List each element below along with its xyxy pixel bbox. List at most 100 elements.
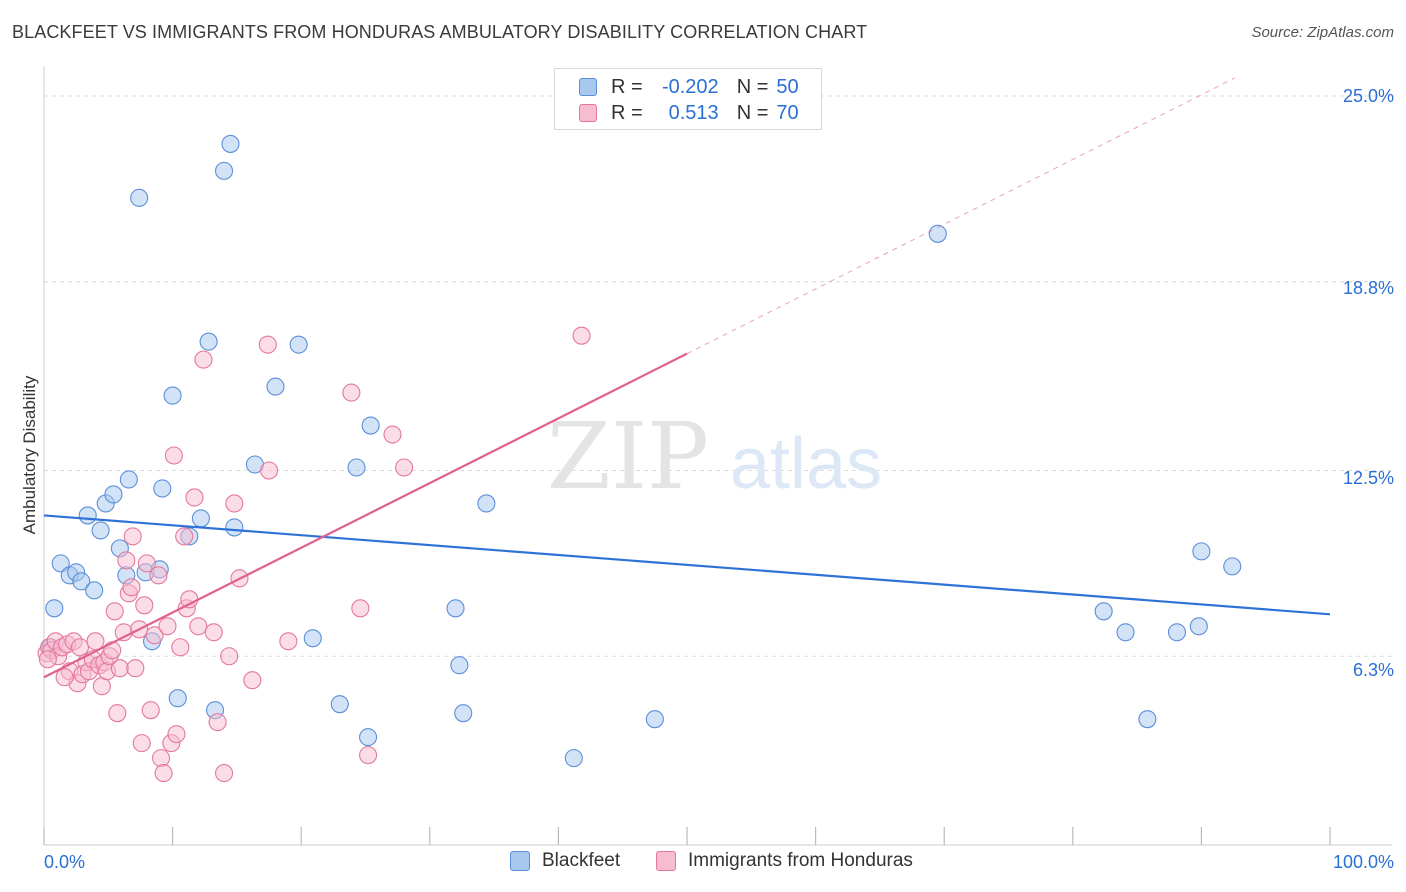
point-honduras-58 — [258, 335, 277, 354]
point-blackfeet-47 — [1192, 542, 1211, 561]
legend-row-honduras: R = 0.513 N = 70 — [579, 101, 799, 125]
point-honduras-64 — [383, 425, 402, 444]
point-blackfeet-31 — [303, 629, 322, 648]
point-honduras-33 — [135, 596, 154, 615]
point-honduras-34 — [137, 554, 156, 573]
point-blackfeet-38 — [454, 704, 473, 723]
point-blackfeet-8 — [91, 521, 110, 540]
point-blackfeet-33 — [347, 458, 366, 477]
point-honduras-28 — [122, 578, 141, 597]
point-honduras-40 — [158, 617, 177, 636]
point-blackfeet-23 — [199, 332, 218, 351]
legend-swatch-blackfeet — [579, 78, 597, 96]
point-honduras-22 — [105, 602, 124, 621]
point-blackfeet-22 — [191, 509, 210, 528]
legend-n-value-blackfeet: 50 — [776, 75, 799, 98]
point-blackfeet-25 — [214, 161, 234, 180]
point-honduras-65 — [395, 458, 414, 477]
watermark-atlas: atlas — [730, 424, 882, 504]
point-honduras-10 — [70, 638, 90, 657]
point-honduras-35 — [141, 701, 160, 720]
point-honduras-49 — [189, 617, 208, 636]
point-honduras-62 — [351, 599, 370, 618]
point-blackfeet-26 — [221, 134, 240, 153]
point-blackfeet-35 — [361, 416, 380, 435]
legend-swatch-honduras — [656, 851, 676, 871]
y-tick-25: 25.0% — [1342, 86, 1394, 106]
legend-row-blackfeet: R = -0.202 N = 50 — [579, 75, 799, 99]
point-blackfeet-30 — [289, 335, 308, 354]
trend-extension-honduras — [686, 77, 1235, 355]
legend-r-value-honduras: 0.513 — [668, 101, 719, 124]
legend-label-blackfeet: Blackfeet — [542, 850, 621, 871]
point-blackfeet-5 — [72, 572, 91, 591]
point-honduras-55 — [225, 494, 244, 513]
y-tick-6-3: 6.3% — [1352, 660, 1394, 680]
point-honduras-24 — [110, 659, 129, 678]
legend-item-honduras[interactable]: Immigrants from Honduras — [656, 850, 913, 872]
legend-swatch-honduras — [579, 104, 597, 122]
trend-lines — [43, 77, 1331, 679]
watermark-zip: ZIP — [547, 403, 709, 510]
point-blackfeet-42 — [928, 224, 947, 243]
point-blackfeet-44 — [1116, 623, 1135, 642]
point-blackfeet-2 — [51, 554, 70, 573]
x-tick-max: 100.0% — [1332, 852, 1394, 872]
point-blackfeet-19 — [163, 386, 182, 405]
trend-line-blackfeet — [43, 514, 1331, 616]
point-blackfeet-7 — [85, 581, 104, 600]
legend-r-label: R = — [611, 75, 643, 98]
point-blackfeet-32 — [330, 695, 349, 714]
point-blackfeet-41 — [645, 710, 664, 729]
correlation-legend: R = -0.202 N = 50 R = 0.513 N = 70 — [554, 68, 822, 130]
y-tick-12-5: 12.5% — [1342, 468, 1394, 488]
point-honduras-52 — [208, 713, 227, 732]
series-legend: Blackfeet Immigrants from Honduras — [0, 850, 1406, 878]
legend-r-value-blackfeet: -0.202 — [661, 75, 719, 98]
legend-r-label: R = — [611, 101, 643, 124]
point-blackfeet-29 — [266, 377, 285, 396]
point-blackfeet-6 — [78, 506, 97, 525]
legend-item-blackfeet[interactable]: Blackfeet — [510, 850, 620, 872]
point-blackfeet-39 — [477, 494, 496, 513]
point-blackfeet-43 — [1094, 602, 1113, 621]
x-tick-min: 0.0% — [44, 852, 86, 872]
y-tick-18-8: 18.8% — [1342, 278, 1394, 298]
point-honduras-21 — [103, 641, 122, 660]
legend-n-label: N = — [736, 75, 769, 98]
point-honduras-59 — [259, 461, 279, 480]
point-honduras-43 — [167, 725, 186, 744]
point-honduras-60 — [279, 632, 298, 651]
trend-line-honduras — [43, 352, 688, 679]
legend-n-label: N = — [736, 101, 769, 124]
watermark: ZIP atlas — [547, 403, 882, 510]
y-axis-label: Ambulatory Disability — [20, 375, 39, 535]
point-honduras-29 — [123, 527, 142, 546]
source-label: Source: ZipAtlas.com — [1251, 24, 1394, 41]
point-honduras-50 — [194, 350, 213, 369]
series-honduras — [37, 74, 640, 783]
point-blackfeet-40 — [564, 749, 583, 768]
point-honduras-69 — [55, 668, 74, 687]
point-honduras-68 — [38, 650, 57, 669]
point-blackfeet-1 — [45, 599, 64, 618]
point-honduras-36 — [145, 626, 164, 645]
point-honduras-63 — [359, 746, 378, 765]
point-honduras-30 — [126, 659, 145, 678]
axes — [43, 66, 1392, 846]
point-blackfeet-13 — [119, 470, 138, 489]
point-honduras-39 — [154, 764, 173, 783]
point-honduras-66 — [572, 326, 591, 345]
point-honduras-57 — [243, 671, 262, 690]
point-honduras-45 — [175, 527, 194, 546]
point-blackfeet-37 — [450, 656, 469, 675]
point-honduras-61 — [342, 383, 361, 402]
point-honduras-38 — [151, 749, 171, 768]
point-blackfeet-18 — [153, 479, 172, 498]
point-blackfeet-10 — [104, 485, 123, 504]
point-honduras-23 — [108, 704, 127, 723]
legend-n-value-honduras: 70 — [776, 101, 799, 124]
point-honduras-48 — [185, 488, 204, 507]
point-honduras-53 — [214, 764, 234, 783]
